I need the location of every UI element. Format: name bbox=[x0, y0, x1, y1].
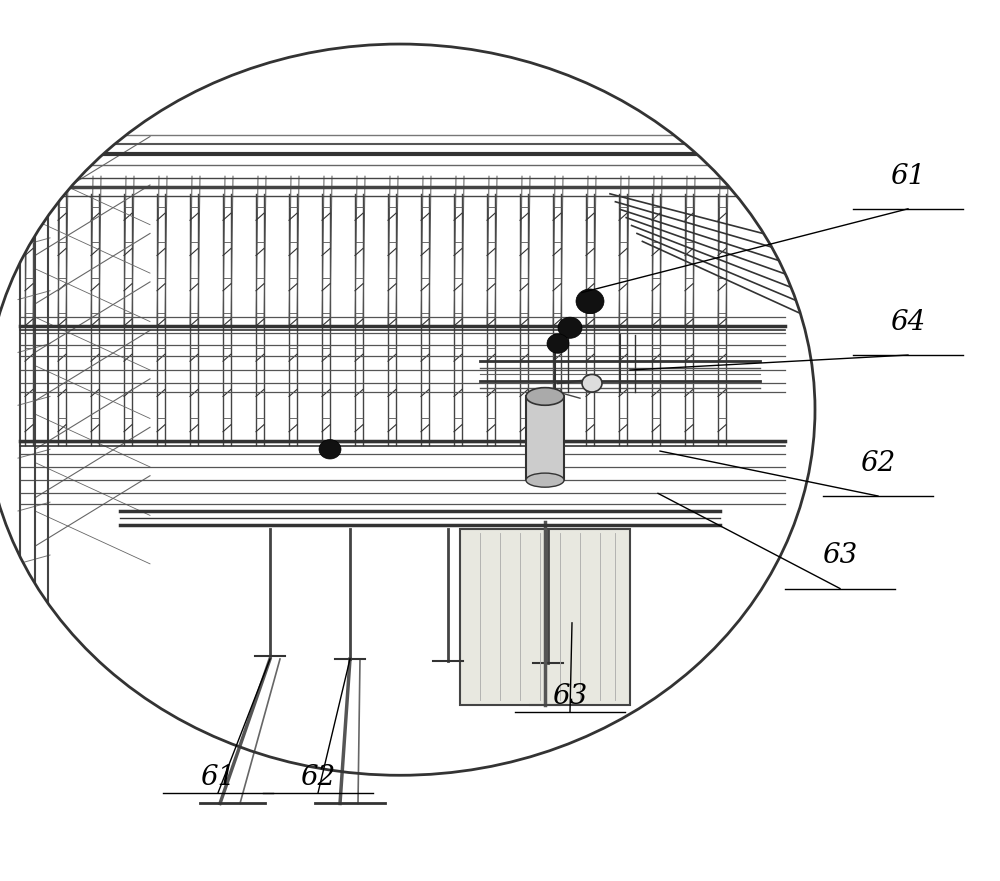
Text: 61: 61 bbox=[890, 163, 926, 190]
Text: 64: 64 bbox=[890, 308, 926, 336]
Circle shape bbox=[547, 334, 569, 353]
Text: 62: 62 bbox=[860, 449, 896, 477]
Circle shape bbox=[582, 374, 602, 392]
Text: 61: 61 bbox=[200, 764, 236, 791]
Text: 63: 63 bbox=[552, 683, 588, 710]
Bar bbox=[460, 529, 630, 705]
Circle shape bbox=[576, 289, 604, 314]
Circle shape bbox=[0, 44, 815, 775]
Circle shape bbox=[319, 440, 341, 459]
Ellipse shape bbox=[526, 388, 564, 405]
Ellipse shape bbox=[526, 473, 564, 487]
Text: 63: 63 bbox=[822, 542, 858, 569]
Circle shape bbox=[558, 317, 582, 338]
Text: 62: 62 bbox=[300, 764, 336, 791]
Bar bbox=[526, 396, 564, 480]
